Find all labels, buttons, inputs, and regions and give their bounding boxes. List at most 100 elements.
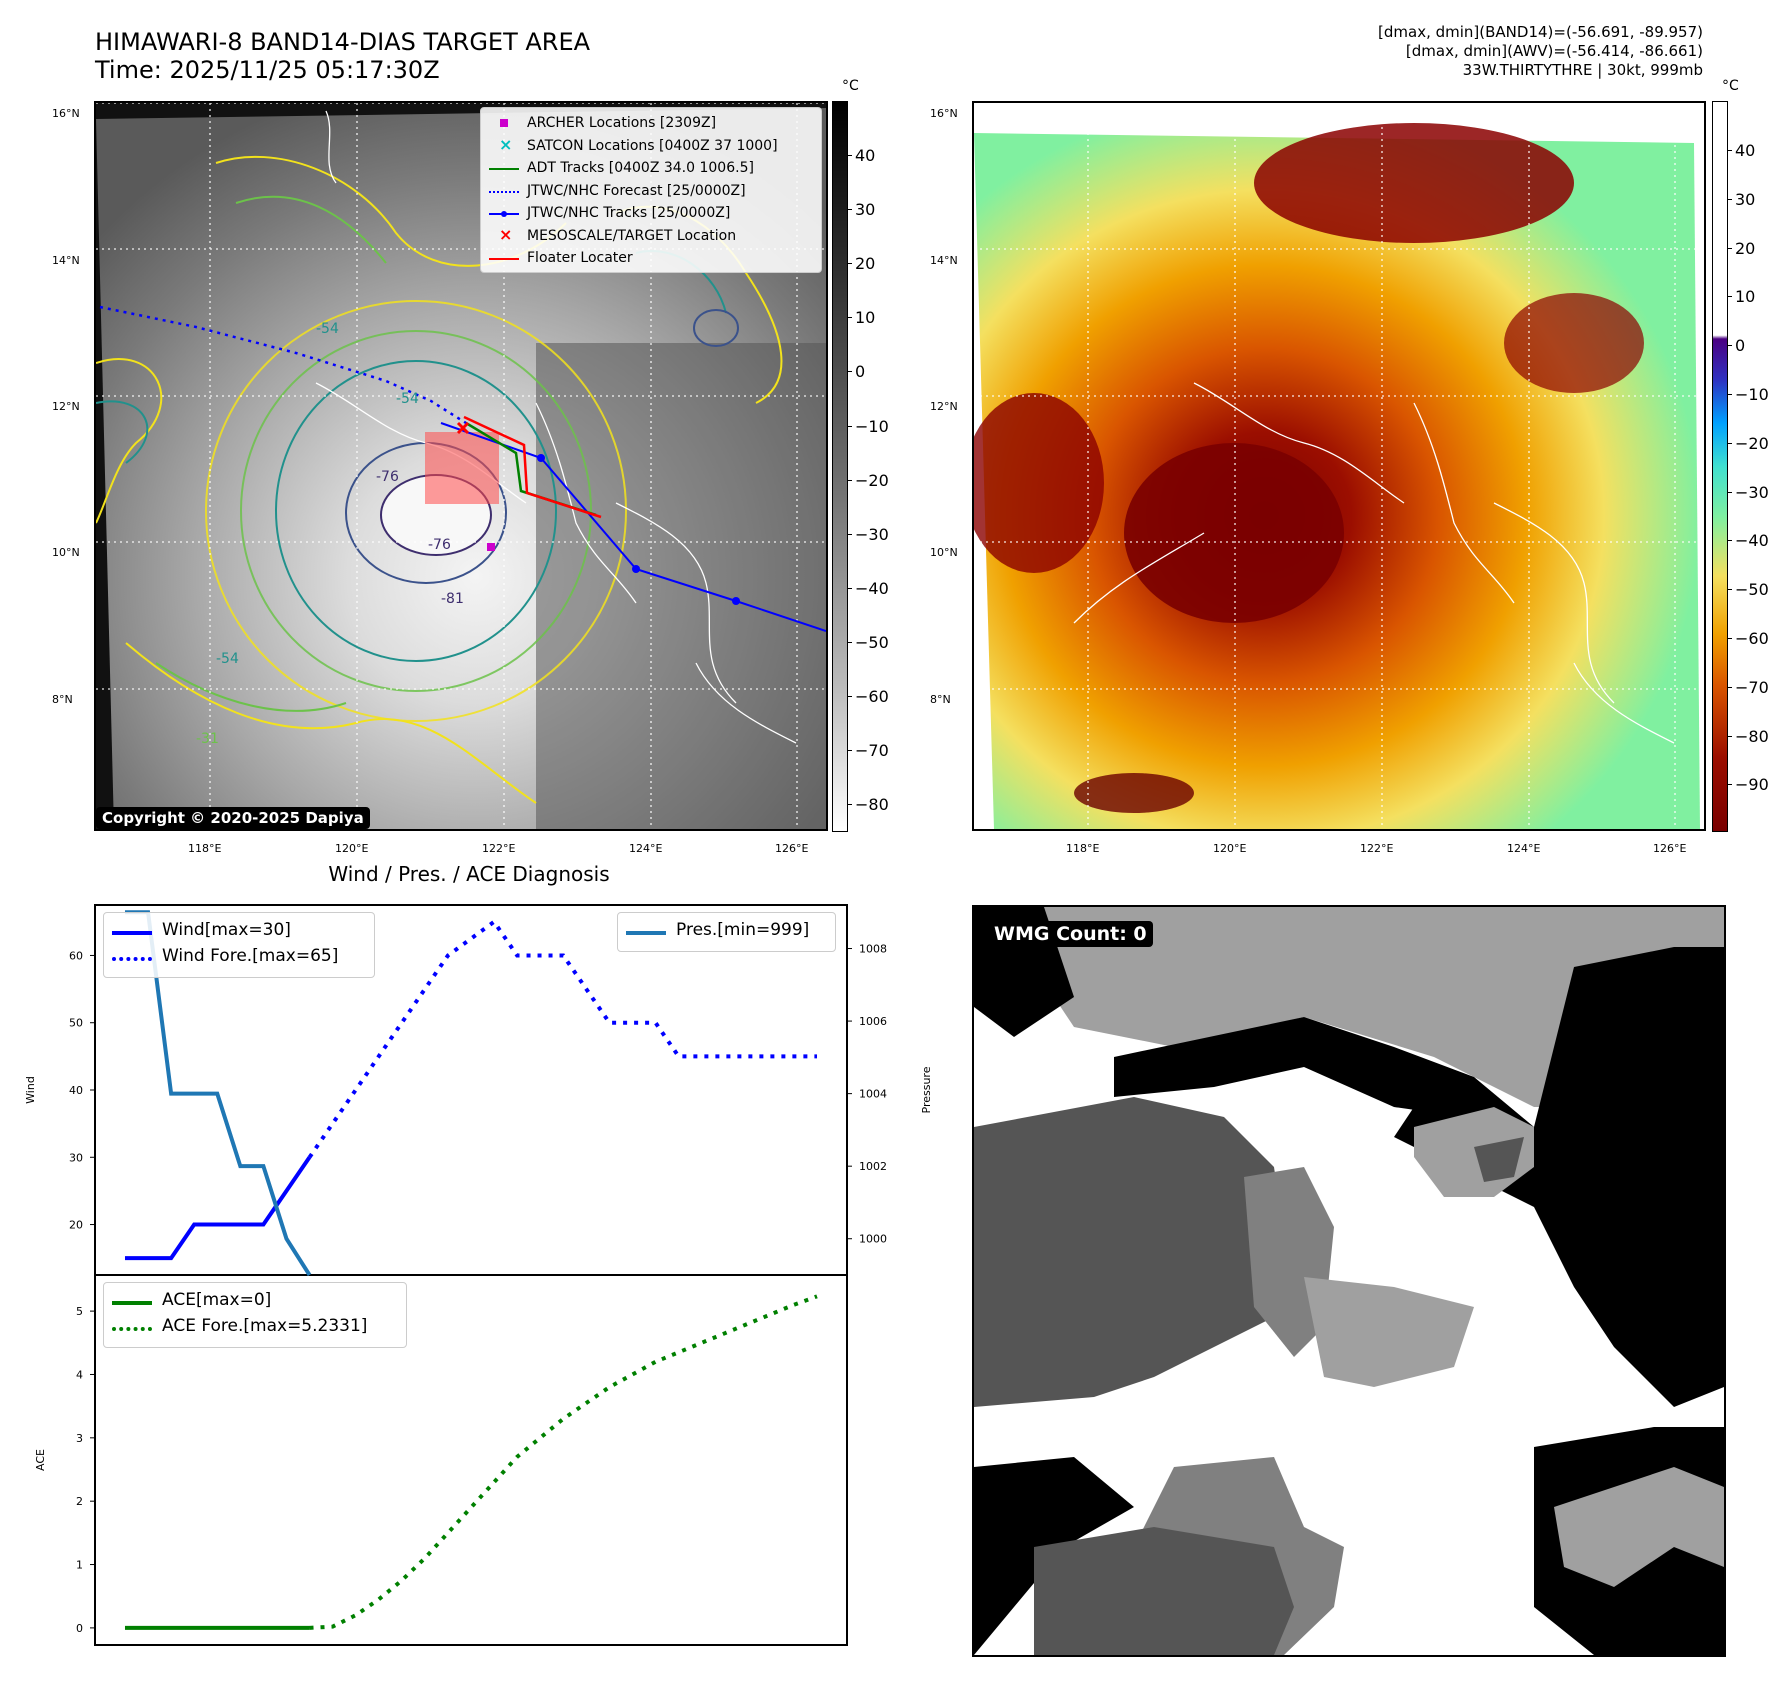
awv-colorbar — [1712, 101, 1728, 832]
colorbar-tick-mark — [847, 587, 852, 589]
lat-tick-label: 8°N — [930, 693, 951, 706]
wind-tick-label: 20 — [69, 1219, 83, 1232]
lat-tick-label: 8°N — [52, 693, 73, 706]
colorbar-tick-mark — [847, 425, 852, 427]
wmg-cloud-black — [1114, 1017, 1534, 1127]
wind-tick-label: 40 — [69, 1084, 83, 1097]
ace-axes — [94, 1274, 848, 1646]
colorbar-tick-label: −10 — [855, 416, 889, 436]
pressure-legend: Pres.[min=999] — [617, 912, 836, 952]
colorbar-tick-mark — [847, 750, 852, 752]
colorbar-tick-label: −70 — [1735, 677, 1769, 697]
lon-tick-label: 120°E — [1213, 842, 1247, 855]
colorbar-tick-mark — [1727, 638, 1732, 639]
legend-marker-dotted — [487, 182, 521, 202]
colorbar-tick-label: −10 — [1735, 385, 1769, 404]
colorbar-tick-mark — [1727, 296, 1732, 298]
awv-coastlines — [1073, 382, 1675, 744]
archer-location-marker — [487, 543, 495, 551]
jtwc-track-point — [632, 565, 640, 573]
legend-dot-icon — [501, 211, 507, 217]
copyright-badge: Copyright © 2020-2025 Dapiya — [96, 807, 370, 829]
colorbar-tick-label: −80 — [855, 795, 889, 815]
legend-entry: ADT Tracks [0400Z 34.0 1006.5] — [481, 159, 817, 179]
lat-tick-label: 12°N — [52, 400, 80, 413]
ir-contour-labels: -54 -76 -81 -31 -54 -76 -54 — [196, 321, 464, 747]
legend-marker-line — [487, 249, 521, 269]
colorbar-tick-label: −50 — [855, 632, 889, 652]
jtwc-forecast-track — [99, 305, 467, 425]
legend-marker-x: × — [487, 134, 521, 157]
legend-entry: Pres.[min=999] — [618, 920, 835, 944]
target-location-marker — [456, 421, 470, 435]
colorbar-tick-mark — [847, 641, 852, 643]
colorbar-tick-label: 40 — [855, 146, 876, 165]
contour-label: -54 — [316, 321, 339, 337]
legend-x-icon: × — [499, 134, 513, 154]
awv-dry-region — [1254, 123, 1574, 243]
awv-dry-region — [974, 393, 1104, 573]
legend-line-icon — [489, 258, 519, 260]
colorbar-tick-mark — [847, 371, 852, 373]
ir-colorbar-unit: °C — [842, 78, 859, 94]
colorbar-tick-mark — [1727, 491, 1732, 493]
diagnosis-title: Wind / Pres. / ACE Diagnosis — [328, 862, 610, 886]
jtwc-track-point — [732, 597, 740, 605]
title-line-2: Time: 2025/11/25 05:17:30Z — [95, 56, 440, 84]
colorbar-tick-mark — [1727, 442, 1732, 444]
wmg-cloud-dark — [1474, 1137, 1524, 1182]
contour-label: -54 — [216, 651, 239, 667]
awv-core — [1124, 443, 1344, 623]
legend-line-icon — [626, 931, 666, 935]
info-line-2: [dmax, dmin](AWV)=(-56.414, -86.661) — [1405, 42, 1703, 60]
wmg-cloud-light — [1304, 1277, 1474, 1387]
colorbar-tick-label: 40 — [1735, 141, 1756, 160]
ir-legend: ARCHER Locations [2309Z] × SATCON Location… — [480, 107, 822, 273]
colorbar-tick-mark — [847, 696, 852, 697]
colorbar-tick-label: −20 — [855, 470, 889, 490]
colorbar-tick-label: 20 — [855, 254, 876, 274]
legend-label: Pres.[min=999] — [676, 920, 810, 940]
awv-image — [974, 133, 1700, 829]
legend-entry: × MESOSCALE/TARGET Location — [481, 225, 817, 247]
legend-label: SATCON Locations [0400Z 37 1000] — [527, 137, 778, 154]
legend-marker-line — [487, 159, 521, 179]
colorbar-tick-mark — [847, 533, 852, 535]
contour-label: -54 — [396, 391, 419, 407]
colorbar-tick-label: 30 — [855, 200, 876, 220]
contour-label: -76 — [428, 537, 451, 553]
lat-tick-label: 14°N — [52, 254, 80, 267]
colorbar-tick-mark — [1727, 540, 1732, 542]
lat-tick-label: 10°N — [52, 546, 80, 559]
info-line-1: [dmax, dmin](BAND14)=(-56.691, -89.957) — [1378, 23, 1703, 41]
wind-axis-label: Wind — [24, 1076, 37, 1104]
wmg-cloud-black — [1394, 947, 1724, 1407]
legend-line-icon — [112, 957, 152, 961]
lon-tick-label: 124°E — [1507, 842, 1541, 855]
colorbar-tick-mark — [847, 263, 852, 265]
legend-marker-square — [487, 114, 521, 134]
wmg-cloud-light — [1554, 1467, 1724, 1587]
awv-gridlines — [974, 103, 1704, 829]
chart-title: HIMAWARI-8 BAND14-DIAS TARGET AREA Time:… — [95, 28, 590, 84]
lat-tick-label: 14°N — [930, 254, 958, 267]
colorbar-tick-mark — [1727, 784, 1732, 786]
legend-label: ACE Fore.[max=5.2331] — [162, 1316, 368, 1336]
colorbar-tick-label: −60 — [855, 687, 889, 706]
legend-entry: ACE[max=0] — [104, 1290, 406, 1314]
ace-axis-label: ACE — [34, 1449, 47, 1471]
colorbar-tick-label: −40 — [855, 578, 889, 598]
colorbar-tick-label: 10 — [855, 308, 876, 328]
legend-label: Wind Fore.[max=65] — [162, 946, 339, 966]
colorbar-tick-label: −20 — [1735, 433, 1769, 453]
ace-tick-label: 5 — [76, 1305, 83, 1318]
pressure-tick-label: 1008 — [859, 943, 887, 956]
lon-tick-label: 122°E — [482, 842, 516, 855]
colorbar-tick-label: −90 — [1735, 775, 1769, 795]
pressure-tick-label: 1000 — [859, 1233, 887, 1246]
diagnosis-chart: 20 30 40 50 60 1000 1002 1004 1006 1008 0 1 2 3 4 5 Win… — [24, 904, 933, 1646]
ir-dark-region — [536, 343, 826, 829]
wind-forecast-series-line — [307, 918, 818, 1159]
legend-entry: JTWC/NHC Forecast [25/0000Z] — [481, 182, 817, 202]
legend-entry: ACE Fore.[max=5.2331] — [104, 1316, 406, 1340]
